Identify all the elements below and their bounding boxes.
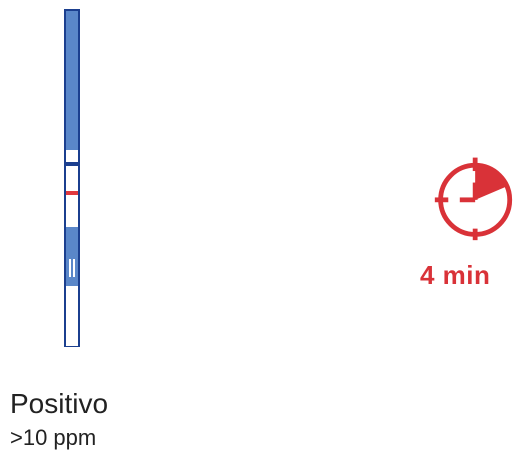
strip-top-section: [66, 11, 78, 150]
strip-window-middle: [66, 166, 78, 191]
test-strip: [64, 9, 80, 347]
test-line: [66, 191, 78, 195]
result-threshold: >10 ppm: [10, 425, 97, 450]
strip-pad-section: [66, 227, 78, 286]
arrow-marks: [69, 259, 71, 277]
strip-window-upper: [66, 150, 78, 162]
timer-label: 4 min: [420, 260, 491, 290]
arrow-marks-2: [73, 259, 75, 277]
strip-bottom-section: [66, 286, 78, 346]
stopwatch-icon: [434, 157, 513, 241]
control-line: [66, 162, 78, 166]
result-title: Positivo: [10, 388, 109, 419]
strip-window-lower: [66, 195, 78, 227]
